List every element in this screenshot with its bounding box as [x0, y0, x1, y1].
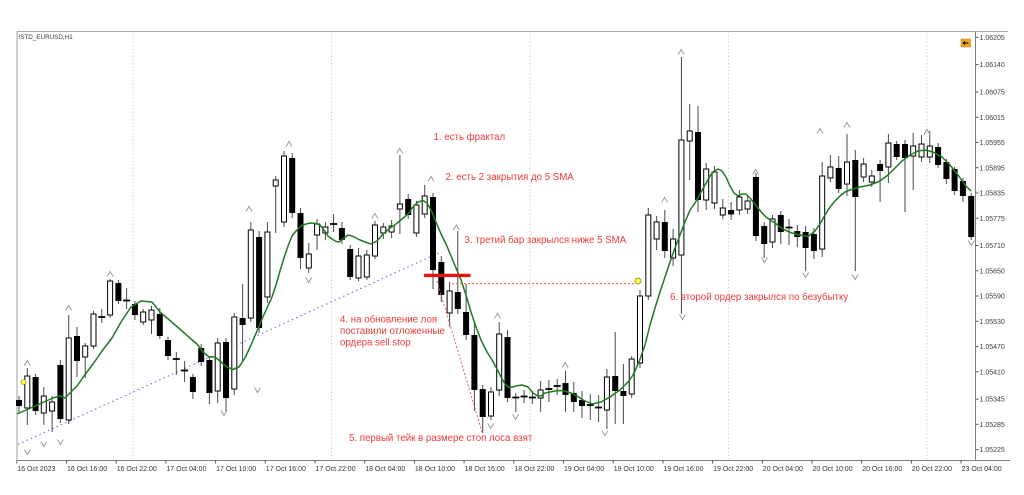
svg-text:!STD_EURUSD,H1: !STD_EURUSD,H1 — [19, 34, 74, 41]
svg-text:1.05225: 1.05225 — [980, 447, 1005, 454]
svg-text:1.05285: 1.05285 — [980, 422, 1005, 429]
svg-text:1. есть фрактал: 1. есть фрактал — [434, 132, 506, 143]
svg-text:20 Oct 04:00: 20 Oct 04:00 — [763, 466, 803, 473]
svg-text:4. на обновление лоя: 4. на обновление лоя — [340, 315, 437, 326]
svg-text:20 Oct 22:00: 20 Oct 22:00 — [912, 466, 952, 473]
svg-text:3. третий бар закрылся ниже 5: 3. третий бар закрылся ниже 5 SMA — [465, 235, 627, 246]
svg-text:16 Oct 16:00: 16 Oct 16:00 — [67, 466, 107, 473]
svg-text:18 Oct 16:00: 18 Oct 16:00 — [465, 466, 505, 473]
svg-text:18 Oct 22:00: 18 Oct 22:00 — [514, 466, 554, 473]
svg-text:6. второй ордер закрылся по бе: 6. второй ордер закрылся по безубытку — [670, 292, 848, 303]
svg-text:1.05470: 1.05470 — [980, 344, 1005, 351]
svg-text:19 Oct 22:00: 19 Oct 22:00 — [713, 466, 753, 473]
svg-text:18 Oct 04:00: 18 Oct 04:00 — [365, 466, 405, 473]
svg-text:1.05895: 1.05895 — [980, 165, 1005, 172]
svg-text:20 Oct 10:00: 20 Oct 10:00 — [813, 466, 853, 473]
svg-text:17 Oct 22:00: 17 Oct 22:00 — [316, 466, 356, 473]
svg-text:1.06140: 1.06140 — [980, 62, 1005, 69]
svg-text:1.06015: 1.06015 — [980, 115, 1005, 122]
svg-text:1.05530: 1.05530 — [980, 319, 1005, 326]
svg-text:18 Oct 10:00: 18 Oct 10:00 — [415, 466, 455, 473]
svg-text:1.05710: 1.05710 — [980, 243, 1005, 250]
svg-text:5. первый тейк в размере стоп: 5. первый тейк в размере стоп лоса взят — [349, 433, 533, 444]
svg-text:1.05835: 1.05835 — [980, 191, 1005, 198]
svg-text:1.06075: 1.06075 — [980, 90, 1005, 97]
svg-text:23 Oct 04:00: 23 Oct 04:00 — [962, 466, 1002, 473]
svg-text:поставили отложенные: поставили отложенные — [340, 326, 445, 337]
svg-text:1.05590: 1.05590 — [980, 294, 1005, 301]
svg-text:2. есть 2 закрытия до 5 SMA: 2. есть 2 закрытия до 5 SMA — [446, 172, 575, 183]
svg-text:17 Oct 04:00: 17 Oct 04:00 — [166, 466, 206, 473]
svg-text:17 Oct 10:00: 17 Oct 10:00 — [216, 466, 256, 473]
svg-text:20 Oct 16:00: 20 Oct 16:00 — [862, 466, 902, 473]
svg-text:1.05345: 1.05345 — [980, 397, 1005, 404]
svg-text:1.05410: 1.05410 — [980, 369, 1005, 376]
svg-text:ордера sell stop: ордера sell stop — [340, 338, 411, 349]
svg-text:1.05775: 1.05775 — [980, 216, 1005, 223]
svg-text:17 Oct 16:00: 17 Oct 16:00 — [266, 466, 306, 473]
svg-text:19 Oct 16:00: 19 Oct 16:00 — [663, 466, 703, 473]
svg-text:1.05955: 1.05955 — [980, 140, 1005, 147]
svg-text:19 Oct 04:00: 19 Oct 04:00 — [564, 466, 604, 473]
svg-text:1.05650: 1.05650 — [980, 268, 1005, 275]
svg-text:16 Oct 2023: 16 Oct 2023 — [17, 466, 55, 473]
svg-text:19 Oct 10:00: 19 Oct 10:00 — [614, 466, 654, 473]
svg-text:1.06205: 1.06205 — [980, 35, 1005, 42]
svg-text:16 Oct 22:00: 16 Oct 22:00 — [117, 466, 157, 473]
